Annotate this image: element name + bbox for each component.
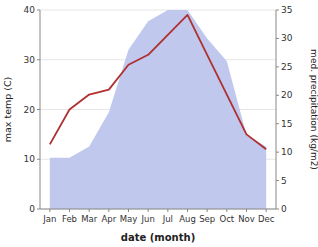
y-tick	[37, 10, 40, 11]
x-tick	[49, 209, 50, 212]
y-tick	[37, 209, 40, 210]
x-tick	[226, 209, 227, 212]
grid-line	[40, 10, 276, 11]
y2-tick-label: 35	[281, 5, 292, 15]
y2-axis-title: med. precipitation (kg/m2)	[309, 49, 318, 170]
x-tick	[128, 209, 129, 212]
y-tick-label: 10	[24, 154, 36, 164]
y2-tick	[276, 38, 279, 39]
y2-tick	[276, 152, 279, 153]
y-tick-label: 20	[24, 105, 36, 115]
x-tick-label: Dec	[258, 214, 275, 224]
x-axis-title: date (month)	[121, 232, 195, 243]
y2-tick	[276, 10, 279, 11]
x-tick-label: Jun	[141, 214, 155, 224]
x-tick	[246, 209, 247, 212]
y2-tick-label: 25	[281, 62, 292, 72]
x-tick	[108, 209, 109, 212]
y-tick	[37, 159, 40, 160]
y-tick-label: 0	[29, 204, 35, 214]
x-axis-line	[40, 209, 276, 210]
x-tick-label: Oct	[219, 214, 234, 224]
x-tick	[69, 209, 70, 212]
y2-tick	[276, 95, 279, 96]
x-tick	[207, 209, 208, 212]
y2-tick	[276, 180, 279, 181]
y2-tick-label: 20	[281, 90, 293, 100]
x-tick-label: Sep	[199, 214, 215, 224]
x-tick	[148, 209, 149, 212]
y2-tick-label: 0	[281, 204, 287, 214]
x-tick-label: Nov	[238, 214, 255, 224]
y2-axis-line	[276, 10, 277, 209]
y2-tick-label: 15	[281, 119, 292, 129]
x-tick-label: Mar	[81, 214, 98, 224]
y2-tick	[276, 66, 279, 67]
temp-line	[50, 15, 266, 149]
x-tick-label: Apr	[101, 214, 116, 224]
y2-tick-label: 30	[281, 33, 293, 43]
plot-area	[50, 10, 266, 209]
y2-tick-label: 10	[281, 147, 293, 157]
x-tick-label: Aug	[179, 214, 196, 224]
precip-area	[50, 10, 266, 209]
y-tick-label: 40	[24, 5, 36, 15]
y-tick	[37, 59, 40, 60]
y2-tick-label: 5	[281, 176, 287, 186]
x-tick	[167, 209, 168, 212]
x-tick	[187, 209, 188, 212]
x-tick-label: May	[120, 214, 138, 224]
x-tick	[89, 209, 90, 212]
y-axis-title: max temp (C)	[2, 77, 13, 143]
grid-line	[40, 209, 276, 210]
y-tick	[37, 109, 40, 110]
x-tick	[266, 209, 267, 212]
chart: 01020304005101520253035JanFebMarAprMayJu…	[0, 0, 318, 247]
x-tick-label: Feb	[62, 214, 77, 224]
y2-tick	[276, 209, 279, 210]
y2-tick	[276, 123, 279, 124]
x-tick-label: Jan	[42, 214, 56, 224]
y-tick-label: 30	[24, 55, 36, 65]
x-tick-label: Jul	[162, 214, 173, 224]
